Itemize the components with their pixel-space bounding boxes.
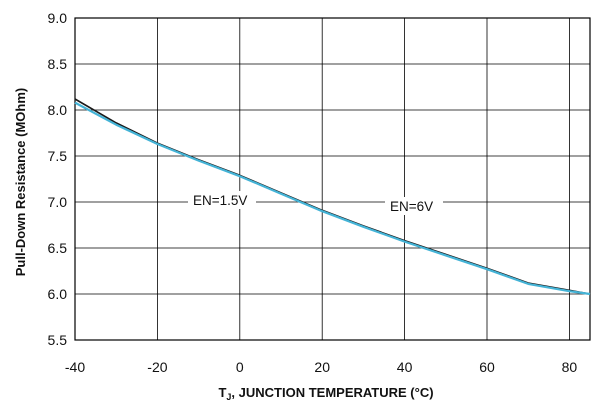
y-tick-label: 6.0: [48, 286, 68, 302]
y-tick-label: 5.5: [48, 332, 68, 348]
y-tick-label: 9.0: [48, 10, 68, 26]
x-axis-title-rest: , JUNCTION TEMPERATURE (°C): [231, 385, 433, 400]
series-lines: [74, 98, 591, 296]
grid: [74, 17, 590, 341]
annotation-en-6v: EN=6V: [390, 199, 433, 214]
y-tick-label: 7.0: [48, 194, 68, 210]
series-line-0: [74, 98, 591, 295]
y-tick-label: 7.5: [48, 148, 68, 164]
x-axis-title: TJ, JUNCTION TEMPERATURE (°C): [218, 385, 433, 402]
annotation-bg-en-6v: [385, 197, 443, 215]
annotation-bg-en-1-5v: [188, 191, 256, 209]
x-tick-label: 40: [397, 359, 413, 375]
x-tick-label: 20: [314, 359, 330, 375]
y-tick-labels: 5.5 6.0 6.5 7.0 7.5 8.0 8.5 9.0: [48, 10, 68, 348]
y-tick-label: 8.5: [48, 56, 68, 72]
y-tick-label: 6.5: [48, 240, 68, 256]
plot-frame: [74, 17, 591, 341]
x-tick-label: -20: [147, 359, 167, 375]
x-tick-label: 0: [236, 359, 244, 375]
x-axis-title-main: T: [218, 385, 226, 400]
y-axis-title: Pull-Down Resistance (MOhm): [13, 88, 28, 277]
x-tick-label: -40: [65, 359, 85, 375]
x-tick-label: 60: [479, 359, 495, 375]
x-tick-labels: -40 -20 0 20 40 60 80: [65, 359, 578, 375]
x-axis-title-sub: J: [226, 392, 231, 402]
series-line-1: [74, 101, 591, 296]
annotation-en-1-5v: EN=1.5V: [193, 193, 247, 208]
x-tick-label: 80: [562, 359, 578, 375]
y-tick-label: 8.0: [48, 102, 68, 118]
